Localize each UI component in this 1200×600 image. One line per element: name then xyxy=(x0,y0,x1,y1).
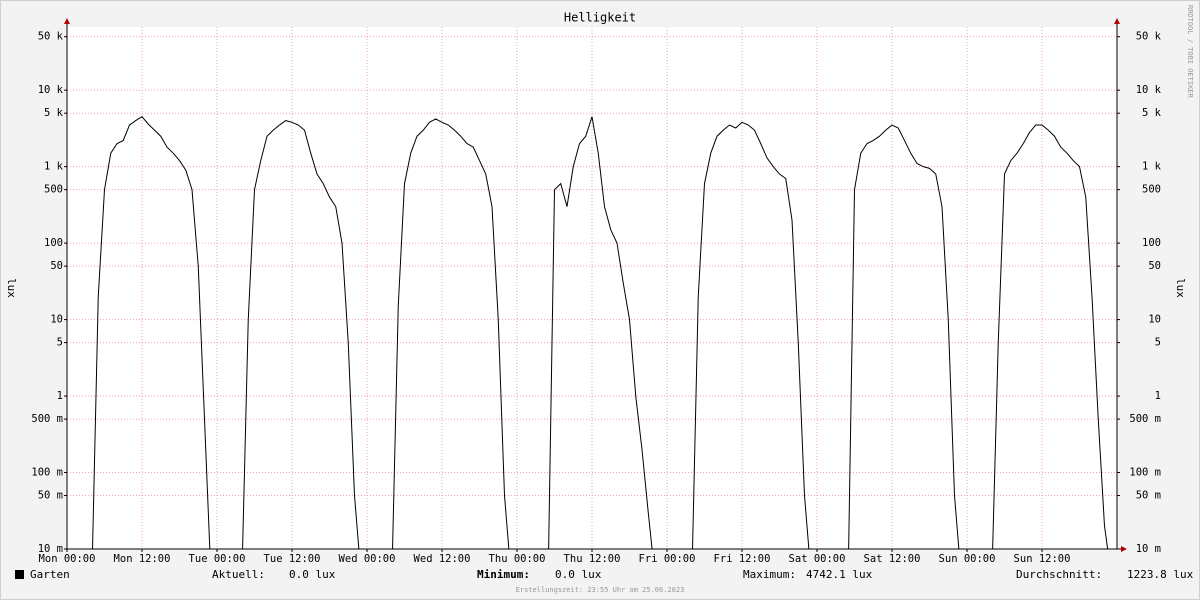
x-tick-label: Mon 12:00 xyxy=(114,553,171,565)
y-tick-label: 1 xyxy=(57,390,63,402)
stat-label: Durchschnitt: xyxy=(1016,568,1102,581)
y-tick-label-right: 500 m xyxy=(1129,413,1161,425)
stat-label: Minimum: xyxy=(477,568,530,581)
stat-value: 4742.1 lux xyxy=(806,568,873,581)
legend-swatch xyxy=(15,570,24,579)
y-tick-label-right: 5 xyxy=(1155,337,1161,349)
y-tick-label: 10 k xyxy=(38,84,64,96)
x-tick-label: Fri 00:00 xyxy=(639,553,696,565)
watermark: RRDTOOL / TOBI OETIKER xyxy=(1186,5,1194,99)
x-tick-label: Wed 00:00 xyxy=(339,553,396,565)
y-tick-label: 50 k xyxy=(38,31,64,43)
y-axis-label-right: lux xyxy=(1174,278,1187,298)
y-tick-label: 1 k xyxy=(44,161,64,173)
stat-value: 1223.8 lux xyxy=(1127,568,1194,581)
y-tick-label: 50 xyxy=(50,260,63,272)
y-tick-label: 5 xyxy=(57,337,63,349)
x-tick-label: Mon 00:00 xyxy=(39,553,96,565)
plot-marks xyxy=(92,116,1109,549)
x-tick-label: Tue 12:00 xyxy=(264,553,321,565)
axis-arrow xyxy=(1114,18,1120,24)
y-tick-label-right: 10 k xyxy=(1136,84,1162,96)
y-tick-label: 5 k xyxy=(44,107,64,119)
y-tick-label: 100 m xyxy=(31,467,63,479)
y-axis-label: lux xyxy=(5,278,18,298)
y-tick-label-right: 10 xyxy=(1148,314,1161,326)
axis-arrow xyxy=(1121,546,1127,552)
y-tick-label-right: 1 k xyxy=(1142,161,1162,173)
labels: 50 k 50 k 10 k 10 k 5 k 5 k 1 k 1 k 500 500 100 100… xyxy=(31,31,1161,565)
y-tick-label: 500 xyxy=(44,184,63,196)
y-tick-label-right: 100 m xyxy=(1129,467,1161,479)
data-line xyxy=(92,116,1109,549)
y-tick-label-right: 50 m xyxy=(1136,490,1161,502)
y-tick-label: 100 xyxy=(44,237,63,249)
footer: Erstellungszeit: 23:55 Uhr am 25.06.2023 xyxy=(516,586,685,594)
stat-value: 0.0 lux xyxy=(289,568,336,581)
chart-title: Helligkeit xyxy=(564,11,636,25)
y-tick-label: 10 m xyxy=(38,543,63,555)
y-tick-label-right: 50 k xyxy=(1136,31,1162,43)
axis-arrow xyxy=(64,18,70,24)
y-tick-label-right: 500 xyxy=(1142,184,1161,196)
x-tick-label: Sun 00:00 xyxy=(939,553,996,565)
y-tick-label-right: 5 k xyxy=(1142,107,1162,119)
y-tick-label: 50 m xyxy=(38,490,63,502)
x-tick-label: Thu 12:00 xyxy=(564,553,621,565)
x-tick-label: Tue 00:00 xyxy=(189,553,246,565)
x-tick-label: Sun 12:00 xyxy=(1014,553,1071,565)
x-tick-label: Wed 12:00 xyxy=(414,553,471,565)
y-tick-label-right: 50 xyxy=(1148,260,1161,272)
y-tick-label-right: 10 m xyxy=(1136,543,1161,555)
x-tick-label: Fri 12:00 xyxy=(714,553,771,565)
legend-label: Garten xyxy=(30,568,70,581)
x-tick-label: Thu 00:00 xyxy=(489,553,546,565)
x-tick-label: Sat 00:00 xyxy=(789,553,846,565)
y-tick-label: 500 m xyxy=(31,413,63,425)
x-tick-label: Sat 12:00 xyxy=(864,553,921,565)
y-tick-label-right: 1 xyxy=(1155,390,1161,402)
y-tick-label: 10 xyxy=(50,314,63,326)
stat-label: Maximum: xyxy=(743,568,796,581)
stat-value: 0.0 lux xyxy=(555,568,602,581)
stat-label: Aktuell: xyxy=(212,568,265,581)
y-tick-label-right: 100 xyxy=(1142,237,1161,249)
